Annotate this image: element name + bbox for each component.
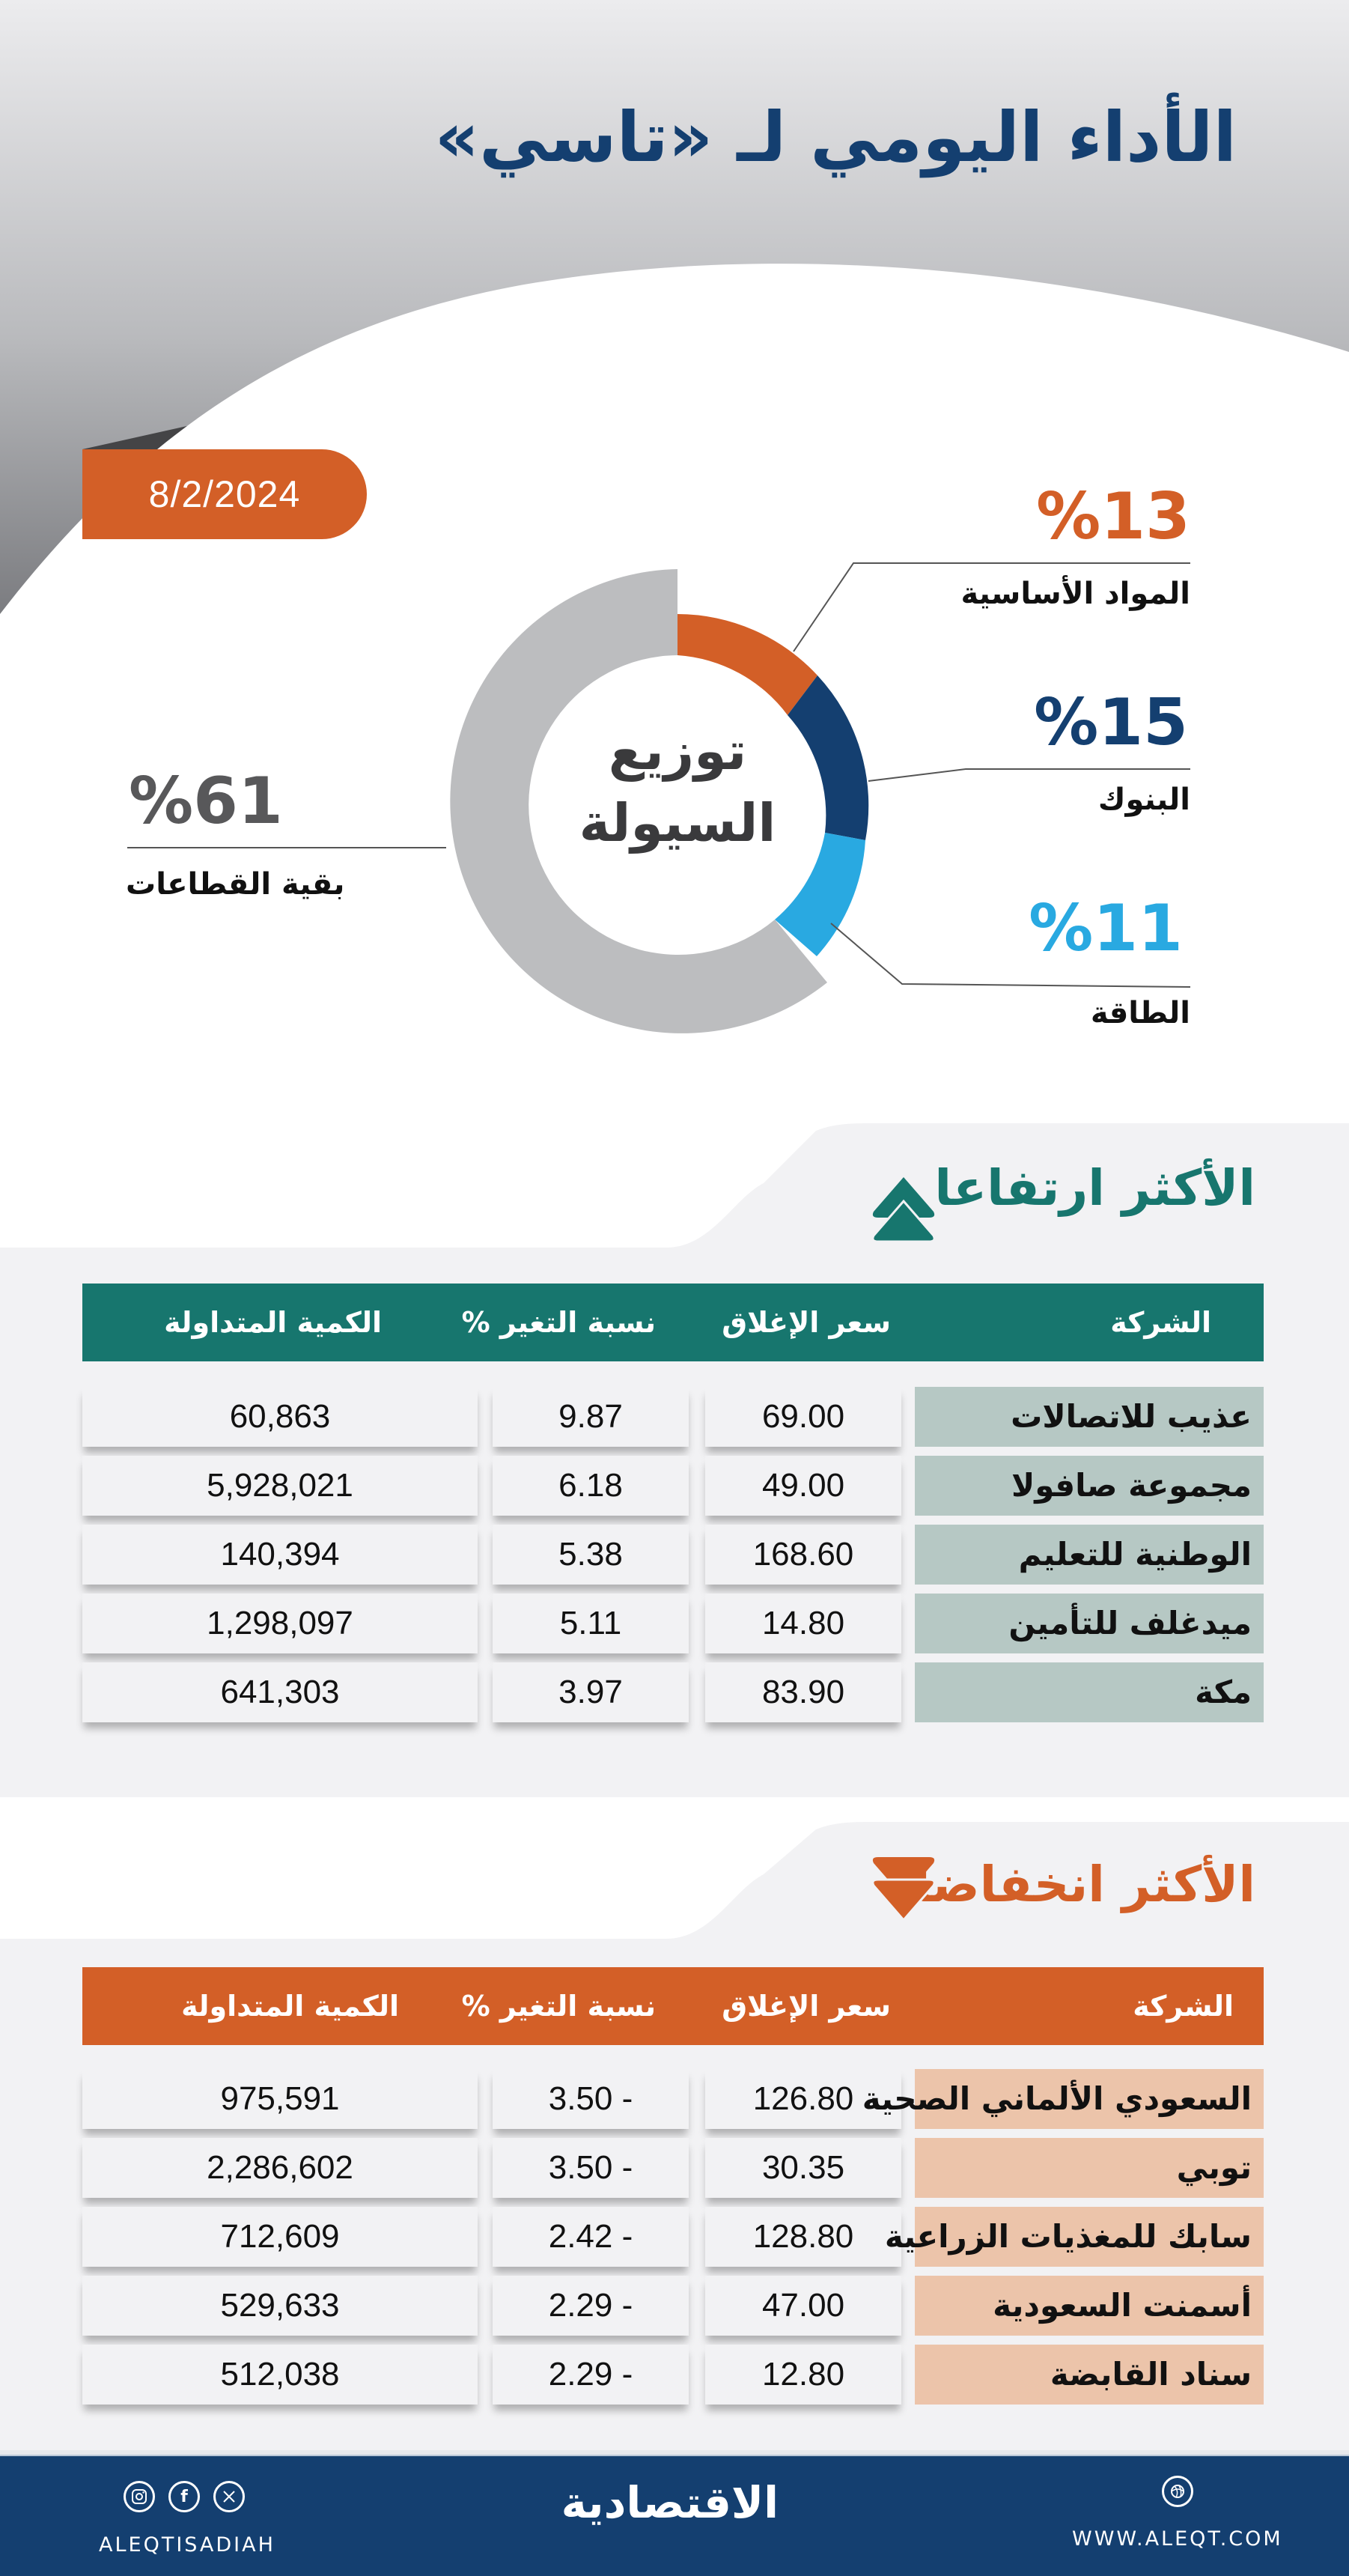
col-close: سعر الإغلاق bbox=[722, 1306, 891, 1339]
change-cell: 3.97 bbox=[493, 1662, 689, 1722]
close-cell: 128.80 bbox=[705, 2207, 901, 2267]
double-chevron-down-icon bbox=[871, 1857, 936, 1922]
globe-icon[interactable] bbox=[1162, 2476, 1193, 2507]
losers-title: الأكثر انخفاضا bbox=[913, 1856, 1255, 1913]
table-row: 2,286,602 3.50 - 30.35 توبي bbox=[0, 2138, 1349, 2198]
table-row: 60,863 9.87 69.00 عذيب للاتصالات bbox=[0, 1387, 1349, 1447]
close-cell: 126.80 bbox=[705, 2069, 901, 2129]
donut-segment-materials bbox=[677, 614, 817, 715]
table-row: 5,928,021 6.18 49.00 مجموعة صافولا bbox=[0, 1456, 1349, 1516]
table-row: 641,303 3.97 83.90 مكة bbox=[0, 1662, 1349, 1722]
volume-cell: 5,928,021 bbox=[82, 1456, 478, 1516]
donut-center-line1: توزيع bbox=[608, 720, 747, 782]
pct-materials: %13 bbox=[1036, 479, 1190, 554]
close-cell: 30.35 bbox=[705, 2138, 901, 2198]
instagram-icon[interactable] bbox=[124, 2481, 155, 2512]
change-cell: 5.11 bbox=[493, 1594, 689, 1653]
liquidity-donut-chart bbox=[127, 562, 1191, 1033]
website-link[interactable]: WWW.ALEQT.COM bbox=[1072, 2527, 1283, 2551]
date-badge: 8/2/2024 bbox=[82, 449, 367, 539]
change-cell: 2.29 - bbox=[493, 2345, 689, 2405]
brand-logo: الاقتصادية bbox=[561, 2477, 779, 2528]
volume-cell: 641,303 bbox=[82, 1662, 478, 1722]
volume-cell: 975,591 bbox=[82, 2069, 478, 2129]
col-change: نسبة التغير % bbox=[461, 1990, 656, 2023]
company-cell: عذيب للاتصالات bbox=[915, 1387, 1264, 1447]
company-cell: سناد القابضة bbox=[915, 2345, 1264, 2405]
company-cell: ميدغلف للتأمين bbox=[915, 1594, 1264, 1653]
table-row: 529,633 2.29 - 47.00 أسمنت السعودية bbox=[0, 2276, 1349, 2336]
close-cell: 69.00 bbox=[705, 1387, 901, 1447]
label-energy: الطاقة bbox=[1090, 996, 1190, 1030]
label-banks: البنوك bbox=[1097, 783, 1190, 817]
company-cell: سابك للمغذيات الزراعية bbox=[885, 2207, 1264, 2267]
gainers-title: الأكثر ارتفاعا bbox=[934, 1159, 1255, 1217]
close-cell: 14.80 bbox=[705, 1594, 901, 1653]
change-cell: 3.50 - bbox=[493, 2069, 689, 2129]
volume-cell: 1,298,097 bbox=[82, 1594, 478, 1653]
col-company: الشركة bbox=[1110, 1306, 1211, 1339]
col-change: نسبة التغير % bbox=[461, 1306, 656, 1339]
col-close: سعر الإغلاق bbox=[722, 1990, 891, 2023]
close-cell: 49.00 bbox=[705, 1456, 901, 1516]
company-cell: السعودي الألماني الصحية bbox=[862, 2069, 1264, 2129]
change-cell: 3.50 - bbox=[493, 2138, 689, 2198]
gainers-table-header: الشركة سعر الإغلاق نسبة التغير % الكمية … bbox=[82, 1284, 1264, 1361]
change-cell: 2.42 - bbox=[493, 2207, 689, 2267]
change-cell: 5.38 bbox=[493, 1525, 689, 1585]
donut-segment-energy bbox=[775, 833, 865, 956]
donut-center-label: توزيع السيولة bbox=[528, 715, 827, 859]
table-row: 1,298,097 5.11 14.80 ميدغلف للتأمين bbox=[0, 1594, 1349, 1653]
close-cell: 168.60 bbox=[705, 1525, 901, 1585]
pct-energy: %11 bbox=[1029, 891, 1183, 966]
donut-segment-banks bbox=[788, 675, 869, 840]
col-company: الشركة bbox=[1133, 1990, 1234, 2023]
close-cell: 83.90 bbox=[705, 1662, 901, 1722]
label-materials: المواد الأساسية bbox=[960, 577, 1190, 611]
page-title: الأداء اليومي لـ «تاسي» bbox=[434, 97, 1237, 177]
company-cell: توبي bbox=[915, 2138, 1264, 2198]
col-volume: الكمية المتداولة bbox=[164, 1306, 382, 1339]
close-cell: 47.00 bbox=[705, 2276, 901, 2336]
company-cell: أسمنت السعودية bbox=[915, 2276, 1264, 2336]
close-cell: 12.80 bbox=[705, 2345, 901, 2405]
change-cell: 2.29 - bbox=[493, 2276, 689, 2336]
volume-cell: 529,633 bbox=[82, 2276, 478, 2336]
facebook-icon[interactable]: f bbox=[168, 2481, 200, 2512]
footer bbox=[0, 2456, 1349, 2576]
pct-rest: %61 bbox=[129, 764, 283, 839]
company-cell: الوطنية للتعليم bbox=[915, 1525, 1264, 1585]
company-cell: مجموعة صافولا bbox=[915, 1456, 1264, 1516]
table-row: 512,038 2.29 - 12.80 سناد القابضة bbox=[0, 2345, 1349, 2405]
volume-cell: 712,609 bbox=[82, 2207, 478, 2267]
volume-cell: 2,286,602 bbox=[82, 2138, 478, 2198]
volume-cell: 60,863 bbox=[82, 1387, 478, 1447]
table-row: 975,591 3.50 - 126.80 السعودي الألماني ا… bbox=[0, 2069, 1349, 2129]
losers-table-header: الشركة سعر الإغلاق نسبة التغير % الكمية … bbox=[82, 1967, 1264, 2045]
social-handle[interactable]: ALEQTISADIAH bbox=[99, 2533, 275, 2557]
label-rest: بقية القطاعات bbox=[126, 867, 345, 902]
volume-cell: 140,394 bbox=[82, 1525, 478, 1585]
change-cell: 9.87 bbox=[493, 1387, 689, 1447]
volume-cell: 512,038 bbox=[82, 2345, 478, 2405]
table-row: 140,394 5.38 168.60 الوطنية للتعليم bbox=[0, 1525, 1349, 1585]
footer-divider bbox=[0, 2450, 1349, 2456]
pct-banks: %15 bbox=[1034, 685, 1188, 760]
col-volume: الكمية المتداولة bbox=[181, 1990, 399, 2023]
change-cell: 6.18 bbox=[493, 1456, 689, 1516]
x-icon[interactable] bbox=[213, 2481, 245, 2512]
donut-segment-rest bbox=[450, 569, 827, 1033]
double-chevron-up-icon bbox=[871, 1177, 936, 1243]
table-row: 712,609 2.42 - 128.80 سابك للمغذيات الزر… bbox=[0, 2207, 1349, 2267]
company-cell: مكة bbox=[915, 1662, 1264, 1722]
donut-center-line2: السيولة bbox=[579, 792, 776, 854]
